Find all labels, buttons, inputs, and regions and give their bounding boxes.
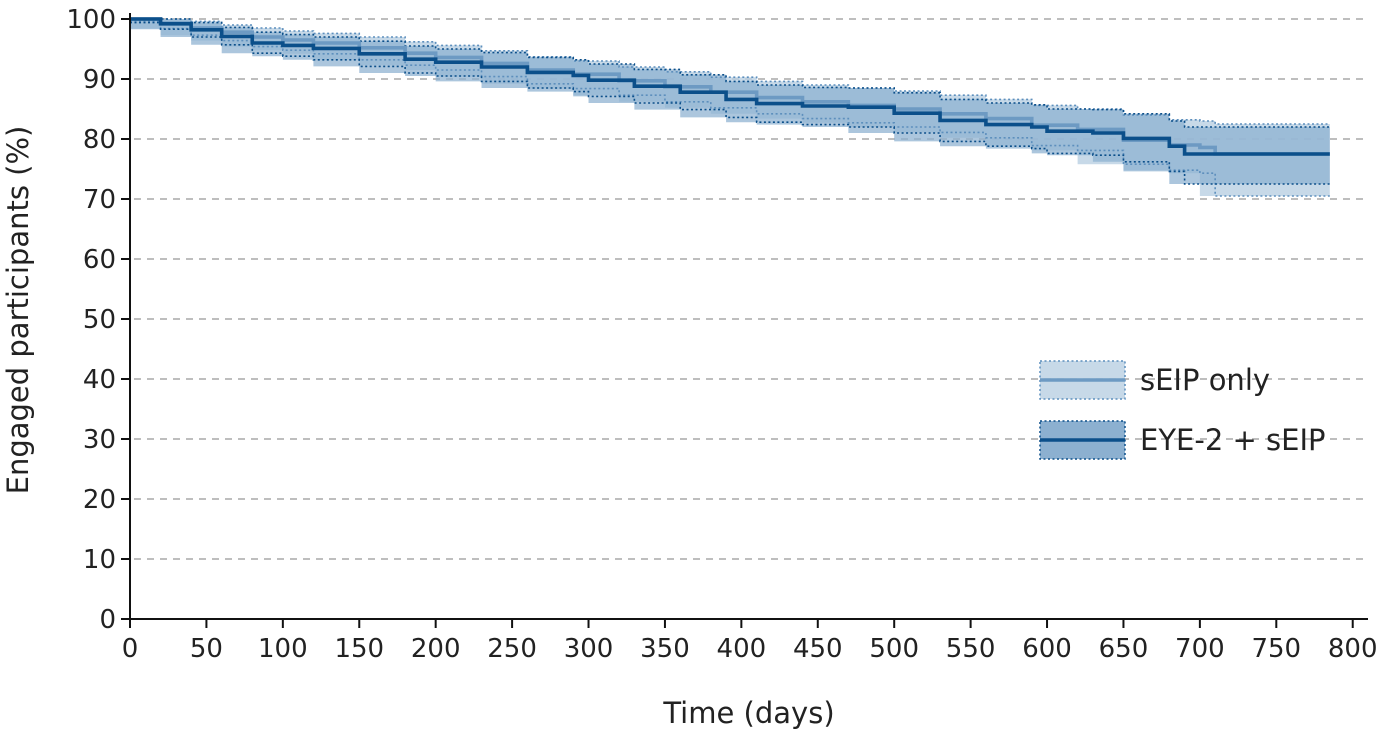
x-tick-label: 250 xyxy=(487,634,537,664)
x-tick-label: 600 xyxy=(1022,634,1072,664)
x-tick-label: 550 xyxy=(946,634,996,664)
x-tick-label: 750 xyxy=(1251,634,1301,664)
series-line xyxy=(130,17,1330,156)
y-tick-label: 30 xyxy=(83,425,116,455)
x-tick-label: 100 xyxy=(258,634,308,664)
y-tick-label: 100 xyxy=(66,5,116,35)
ci-lower-line xyxy=(130,20,1330,197)
x-tick-label: 350 xyxy=(640,634,690,664)
x-tick-label: 400 xyxy=(717,634,767,664)
legend: sEIP only EYE-2 + sEIP xyxy=(1039,360,1325,460)
y-tick-label: 90 xyxy=(83,65,116,95)
y-tick-label: 60 xyxy=(83,245,116,275)
y-tick-label: 40 xyxy=(83,365,116,395)
x-tick-label: 200 xyxy=(411,634,461,664)
legend-label: EYE-2 + sEIP xyxy=(1140,423,1325,457)
x-tick-label: 50 xyxy=(190,634,223,664)
x-tick-label: 700 xyxy=(1175,634,1225,664)
x-tick-label: 800 xyxy=(1328,634,1377,664)
x-tick-label: 500 xyxy=(869,634,919,664)
legend-label: sEIP only xyxy=(1140,363,1270,397)
x-tick-label: 0 xyxy=(122,634,139,664)
y-tick-label: 10 xyxy=(83,545,116,575)
ci-lower-line xyxy=(130,21,1330,185)
series-line xyxy=(130,17,1330,156)
y-tick-label: 80 xyxy=(83,125,116,155)
x-axis-title: Time (days) xyxy=(662,696,834,730)
x-tick-label: 450 xyxy=(793,634,843,664)
y-tick-label: 20 xyxy=(83,485,116,515)
y-tick-label: 50 xyxy=(83,305,116,335)
y-axis-title: Engaged participants (%) xyxy=(1,126,35,495)
series-lines xyxy=(130,17,1330,197)
axes: 0 10 20 30 40 50 60 70 80 90 100 0 50 100 150 200 250 300… xyxy=(66,5,1377,664)
x-tick-label: 300 xyxy=(564,634,614,664)
x-tick-label: 150 xyxy=(334,634,384,664)
y-tick-label: 70 xyxy=(83,185,116,215)
y-tick-label: 0 xyxy=(99,605,116,635)
x-tick-label: 650 xyxy=(1099,634,1149,664)
